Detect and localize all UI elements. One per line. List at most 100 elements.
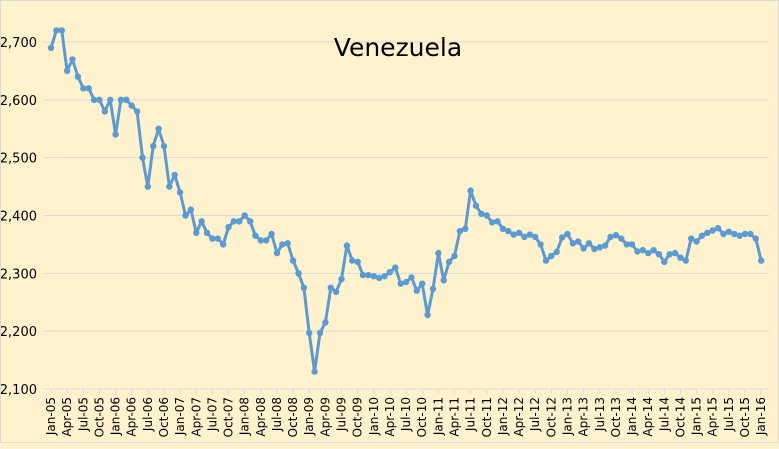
data-point — [515, 229, 523, 236]
chart-title: Venezuela — [334, 33, 462, 62]
x-tick-label: Oct-15 — [738, 397, 752, 437]
data-point — [182, 212, 189, 219]
data-point — [677, 254, 684, 261]
data-point — [176, 189, 184, 196]
x-tick-label: Jan-14 — [625, 397, 639, 436]
data-point — [53, 27, 60, 34]
data-point — [698, 232, 706, 239]
x-tick-label: Apr-08 — [254, 397, 268, 437]
data-point — [628, 241, 636, 248]
data-point — [85, 85, 92, 92]
data-point — [596, 244, 603, 251]
x-tick-label: Jul-14 — [657, 397, 671, 432]
data-point — [451, 252, 458, 260]
data-point — [688, 235, 695, 242]
data-point — [505, 227, 512, 235]
data-point — [279, 241, 286, 248]
data-point — [752, 235, 759, 242]
data-point — [569, 240, 577, 247]
data-point — [128, 102, 135, 109]
data-point — [133, 108, 141, 115]
data-point — [445, 258, 453, 265]
data-point — [591, 245, 598, 253]
data-point — [564, 230, 571, 238]
data-point — [69, 56, 76, 63]
data-point — [370, 273, 377, 280]
data-point — [671, 249, 679, 257]
data-point — [736, 232, 743, 239]
data-point — [166, 183, 173, 190]
x-tick-label: Apr-13 — [577, 397, 591, 437]
data-point — [478, 210, 485, 217]
x-tick-label: Oct-08 — [286, 397, 300, 437]
data-point — [499, 225, 507, 232]
data-point — [214, 235, 221, 242]
data-point — [155, 125, 162, 132]
data-point — [101, 108, 109, 115]
x-tick-label: Apr-11 — [448, 397, 462, 437]
x-tick-label: Jul-09 — [335, 397, 349, 432]
data-point — [397, 280, 404, 287]
data-point — [150, 142, 157, 150]
data-point — [123, 96, 130, 104]
data-point — [225, 223, 232, 231]
data-point — [558, 234, 566, 241]
data-point — [435, 249, 442, 257]
x-tick-label: Oct-09 — [351, 397, 365, 437]
data-point — [74, 73, 82, 80]
data-point — [542, 257, 550, 264]
x-tick-label: Jan-07 — [173, 397, 187, 436]
data-point — [704, 229, 711, 236]
data-point — [349, 257, 356, 264]
data-point — [144, 183, 151, 190]
data-point — [758, 257, 765, 264]
data-point — [246, 218, 254, 225]
data-point — [720, 230, 727, 238]
data-point — [209, 235, 216, 242]
data-point — [273, 249, 281, 257]
data-point — [607, 233, 614, 241]
data-point — [376, 274, 383, 282]
data-point — [483, 212, 490, 219]
data-point — [386, 269, 394, 276]
data-point — [171, 171, 178, 179]
data-point — [311, 368, 318, 375]
data-point — [634, 248, 641, 255]
x-tick-label: Apr-14 — [641, 397, 655, 437]
data-point — [462, 225, 469, 232]
data-point — [429, 285, 437, 293]
data-point — [107, 96, 114, 104]
data-point — [381, 273, 388, 280]
x-tick-label: Jul-11 — [464, 397, 478, 432]
x-tick-label: Apr-05 — [60, 397, 74, 437]
x-tick-label: Oct-14 — [673, 397, 687, 437]
data-point — [408, 274, 415, 281]
data-point — [117, 96, 125, 104]
data-point — [90, 96, 98, 104]
data-point — [332, 288, 340, 295]
data-point — [623, 241, 630, 248]
data-point — [747, 230, 754, 238]
data-point — [257, 237, 264, 244]
data-point — [268, 230, 275, 238]
data-point — [575, 238, 582, 245]
x-tick-label: Oct-06 — [157, 397, 171, 437]
data-point — [284, 240, 291, 247]
data-point — [306, 329, 313, 337]
x-tick-label: Jan-08 — [238, 397, 252, 436]
x-tick-label: Jul-07 — [205, 397, 219, 432]
data-point — [198, 218, 205, 225]
gridlines — [43, 41, 769, 390]
x-tick-label: Jan-06 — [109, 397, 123, 436]
data-point — [655, 251, 663, 258]
data-point — [359, 271, 367, 279]
data-point — [300, 284, 308, 291]
data-point — [236, 218, 243, 225]
x-axis: Jan-05 Apr-05 Jul-05 Oct-05 Jan-06 Apr-06 Jul-… — [44, 389, 768, 437]
data-point — [327, 284, 334, 291]
data-point — [402, 278, 410, 286]
data-point — [322, 319, 329, 326]
data-point — [80, 85, 87, 92]
data-point — [521, 233, 528, 241]
